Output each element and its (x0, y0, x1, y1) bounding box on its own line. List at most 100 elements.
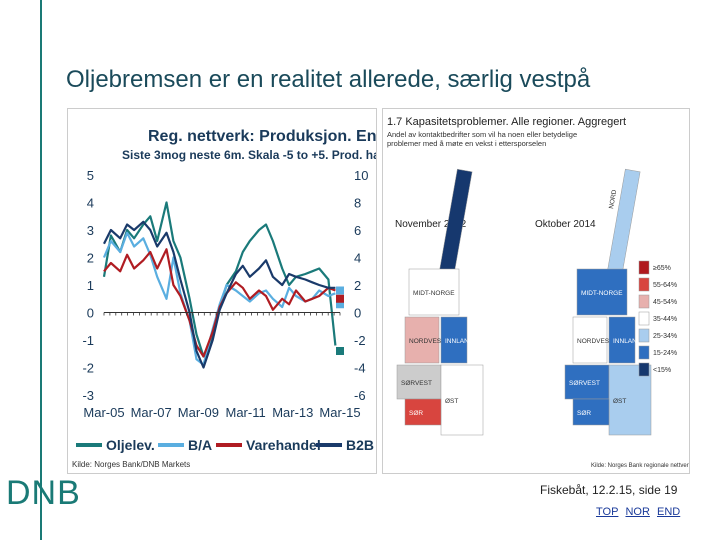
subtitle-line: Andel av kontaktbedrifter som vil ha noe… (387, 130, 577, 139)
region-øst (440, 364, 484, 436)
region-øst (608, 364, 652, 436)
region-label: ØST (445, 398, 458, 405)
y-right-tick-label: 4 (354, 251, 361, 266)
x-tick-label: Mar-11 (225, 405, 265, 420)
chart1-source: Kilde: Norges Bank/DNB Markets (72, 460, 190, 469)
nav-links: TOP NOR END (596, 506, 684, 518)
left-accent-line (40, 0, 42, 540)
legend-label: 35-44% (653, 316, 677, 323)
capacity-problems-map: 1.7 Kapasitetsproblemer. Alle regioner. … (382, 108, 693, 474)
region-label: ØST (613, 398, 626, 405)
region-label: SØR (577, 410, 591, 417)
region-label: INNLAND (445, 338, 474, 345)
x-tick-label: Mar-09 (178, 405, 219, 420)
x-tick-label: Mar-13 (272, 405, 313, 420)
region-sør (404, 398, 442, 426)
series-line-b2b (103, 220, 336, 369)
legend-label: Varehandel (246, 437, 321, 453)
y-left-tick-label: 1 (87, 278, 94, 293)
legend-swatch (638, 277, 650, 292)
y-right-tick-label: -2 (354, 333, 366, 348)
production-change-chart: Reg. nettverk: Produksjon. Endring Siste… (67, 108, 416, 474)
series-line-ba (102, 231, 336, 366)
series-end-marker (336, 286, 344, 295)
series-end-marker (336, 294, 344, 303)
chart2-title: 1.7 Kapasitetsproblemer. Alle regioner. … (387, 116, 626, 128)
legend-label: 45-54% (653, 299, 677, 306)
chart2-subtitle: Andel av kontaktbedrifter som vil ha noe… (387, 130, 577, 148)
region-innland (608, 316, 636, 364)
slide-title: Oljebremsen er en realitet allerede, sær… (66, 66, 591, 93)
region-nordvest (404, 316, 440, 364)
nav-top-link[interactable]: TOP (596, 506, 619, 518)
subtitle-line: problemer med å møte en vekst i etterspo… (387, 139, 546, 148)
y-left-tick-label: 0 (87, 306, 94, 321)
legend-swatch (638, 311, 650, 326)
chart2-source: Kilde: Norges Bank regionale nettverk (591, 463, 689, 469)
production-change-chart-svg: Reg. nettverk: Produksjon. Endring Siste… (72, 128, 416, 469)
series-end-marker (336, 347, 344, 355)
capacity-problems-map-svg: 1.7 Kapasitetsproblemer. Alle regioner. … (387, 116, 693, 469)
y-right-tick-label: -4 (354, 361, 366, 376)
y-left-tick-label: -3 (82, 388, 94, 403)
chart1-subtitle: Siste 3mog neste 6m. Skala -5 to +5. Pro… (122, 148, 376, 162)
legend-label: 55-64% (653, 282, 677, 289)
region-label: NORDVEST (577, 338, 613, 345)
region-innland (440, 316, 468, 364)
chart2-legend: ≥65% 55-64% 45-54% 35-44% 25-34% 15-24% <15% (638, 260, 677, 377)
region-midt-norge (408, 268, 460, 316)
legend-label: Oljelev. (106, 437, 155, 453)
legend-label: <15% (653, 367, 671, 374)
x-tick-label: Mar-15 (319, 405, 360, 420)
panel-label: November 2012 (395, 219, 467, 230)
panel-label: Oktober 2014 (535, 219, 596, 230)
legend-swatch (638, 294, 650, 309)
legend-swatch (638, 362, 650, 377)
y-right-tick-label: 8 (354, 196, 361, 211)
legend-swatch (638, 260, 650, 275)
y-right-tick-label: -6 (354, 388, 366, 403)
region-sørvest (564, 364, 610, 400)
region-nordvest (572, 316, 608, 364)
region-label: MIDT-NORGE (581, 290, 623, 297)
y-left-tick-label: 4 (87, 196, 94, 211)
slide-footer: Fiskebåt, 12.2.15, side 19 (540, 483, 678, 497)
logo-background (0, 474, 40, 514)
y-left-tick-label: 2 (87, 251, 94, 266)
y-left-tick-label: 3 (87, 223, 94, 238)
region-label: SØR (409, 410, 423, 417)
region-label: SØRVEST (401, 380, 432, 387)
chart1-series (102, 201, 344, 369)
legend-label: 25-34% (653, 333, 677, 340)
x-tick-label: Mar-05 (83, 405, 124, 420)
region-sørvest (396, 364, 442, 400)
region-label: MIDT-NORGE (413, 290, 455, 297)
y-right-tick-label: 10 (354, 168, 368, 183)
legend-swatch (638, 328, 650, 343)
legend-label: 15-24% (653, 350, 677, 357)
y-left-tick-label: -2 (82, 361, 94, 376)
series-end-marker (336, 300, 344, 309)
y-right-tick-label: 2 (354, 278, 361, 293)
nav-end-link[interactable]: END (657, 506, 681, 518)
y-right-tick-label: 0 (354, 306, 361, 321)
region-nord (606, 168, 641, 276)
legend-label: B/A (188, 437, 212, 453)
chart1-title: Reg. nettverk: Produksjon. Endring (148, 128, 376, 145)
y-left-tick-label: -1 (82, 333, 94, 348)
dnb-logo: DNB (6, 474, 81, 512)
left-accent-line-bottom (40, 470, 42, 540)
region-label: NORD (440, 189, 450, 209)
region-label: NORD (608, 189, 618, 209)
y-left-tick-label: 5 (87, 168, 94, 183)
region-label: INNLAND (613, 338, 642, 345)
region-label: SØRVEST (569, 380, 600, 387)
legend-label: B2B (346, 437, 374, 453)
region-sør (572, 398, 610, 426)
region-midt-norge (576, 268, 628, 316)
nav-nor-link[interactable]: NOR (625, 506, 650, 518)
region-label: NORDVEST (409, 338, 445, 345)
legend-swatch (638, 345, 650, 360)
chart1-legend: Oljelev. B/A Varehandel B2B (76, 437, 374, 453)
